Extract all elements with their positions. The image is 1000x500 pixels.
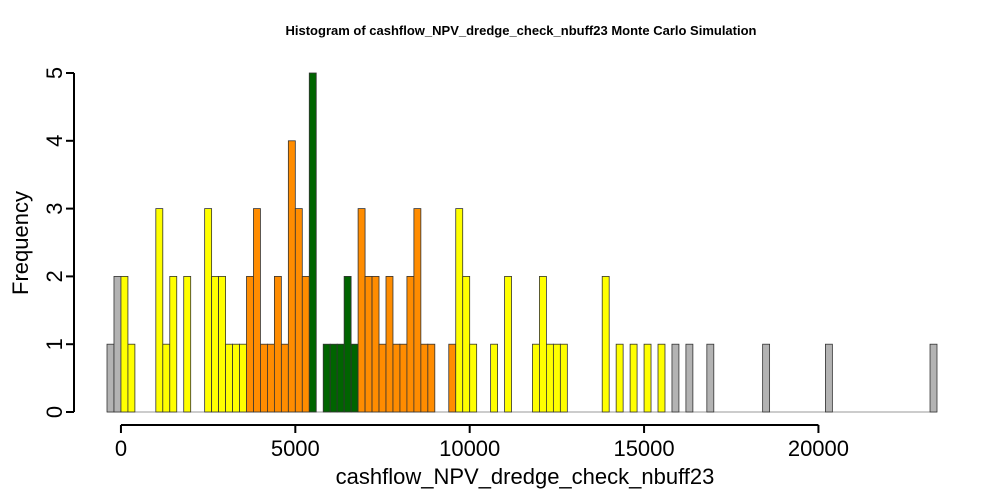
histogram-bars: [106, 72, 938, 413]
histogram-bar: [406, 275, 415, 413]
histogram-bar: [929, 343, 938, 413]
histogram-bar: [253, 208, 261, 413]
histogram-bar: [392, 343, 401, 413]
histogram-bar: [232, 343, 240, 413]
histogram-bar: [825, 343, 833, 413]
histogram-bar: [301, 275, 310, 413]
histogram-bar: [532, 343, 540, 413]
histogram-bar: [552, 343, 561, 413]
histogram-bar: [504, 275, 512, 413]
histogram-bar: [322, 343, 331, 413]
y-tick-label: 1: [42, 338, 67, 350]
y-tick-label: 4: [42, 135, 67, 147]
histogram-bar: [706, 343, 715, 413]
histogram-bar: [225, 343, 233, 413]
histogram-bar: [469, 343, 478, 413]
histogram-bar: [643, 343, 652, 413]
histogram-bar: [329, 343, 338, 413]
x-tick-label: 5000: [271, 436, 320, 461]
histogram-bar: [294, 208, 303, 413]
histogram-bar: [155, 208, 164, 413]
histogram-bar: [162, 343, 171, 413]
y-tick-label: 0: [42, 406, 67, 418]
histogram-bar: [211, 275, 219, 413]
histogram-bar: [120, 275, 129, 413]
histogram-bar: [685, 343, 694, 413]
x-tick-label: 0: [115, 436, 127, 461]
histogram-bar: [267, 343, 275, 413]
y-tick-label: 2: [42, 270, 67, 282]
histogram-bar: [218, 275, 226, 413]
histogram-bar: [455, 208, 464, 413]
chart-title: Histogram of cashflow_NPV_dredge_check_n…: [286, 23, 757, 38]
histogram-bar: [762, 343, 771, 413]
histogram-bar: [239, 343, 247, 413]
histogram-bar: [350, 343, 359, 413]
histogram-bar: [106, 343, 115, 413]
y-axis: 0 1 2 3 4 5: [42, 67, 75, 418]
histogram-bar: [559, 343, 568, 413]
histogram-bar: [420, 343, 429, 413]
histogram-bar: [378, 343, 387, 413]
x-tick-label: 15000: [613, 436, 674, 461]
histogram-bar: [546, 343, 554, 413]
histogram-bar: [671, 343, 680, 413]
y-tick-label: 3: [42, 202, 67, 214]
histogram-bar: [399, 343, 408, 413]
x-tick-label: 20000: [788, 436, 849, 461]
histogram-bar: [357, 208, 366, 413]
histogram-bar: [385, 275, 394, 413]
histogram-bar: [260, 343, 268, 413]
histogram-bar: [601, 275, 610, 413]
histogram-bar: [169, 275, 178, 413]
histogram-bar: [490, 343, 498, 413]
histogram-bar: [413, 208, 422, 413]
histogram-bar: [427, 343, 436, 413]
histogram-bar: [273, 275, 282, 413]
histogram-bar: [280, 343, 289, 413]
histogram-bar: [287, 140, 296, 413]
histogram-bar: [371, 275, 380, 413]
x-axis: 0 5000 10000 15000 20000: [115, 424, 849, 461]
histogram-bar: [127, 343, 136, 413]
histogram-bar: [629, 343, 638, 413]
histogram-bar: [204, 208, 213, 413]
histogram-bar: [615, 343, 624, 413]
y-axis-label: Frequency: [8, 191, 33, 295]
histogram-bar: [183, 275, 192, 413]
histogram-bar: [336, 343, 345, 413]
histogram-bar: [308, 72, 317, 413]
histogram-bar: [448, 343, 457, 413]
y-tick-label: 5: [42, 67, 67, 79]
x-tick-label: 10000: [439, 436, 500, 461]
histogram-bar: [343, 275, 352, 413]
x-axis-label: cashflow_NPV_dredge_check_nbuff23: [336, 464, 715, 489]
histogram-bar: [462, 275, 471, 413]
histogram-bar: [246, 275, 254, 413]
histogram-bar: [364, 275, 373, 413]
histogram-bar: [539, 275, 547, 413]
histogram-bar: [113, 275, 122, 413]
histogram-bar: [657, 343, 666, 413]
